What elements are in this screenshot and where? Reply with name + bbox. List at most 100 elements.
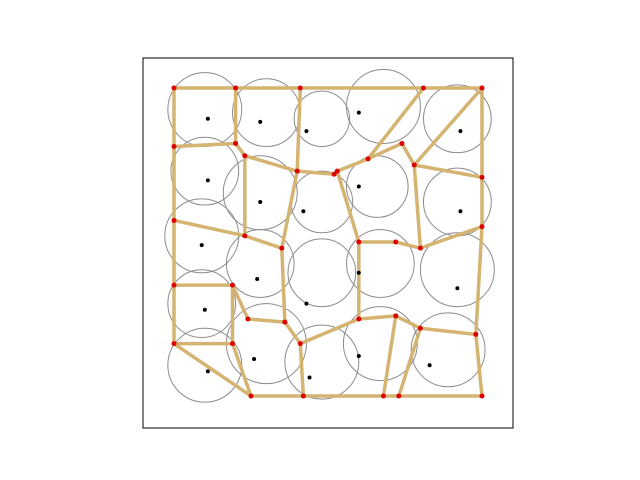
voronoi-edge bbox=[173, 141, 236, 149]
voronoi-vertex bbox=[411, 162, 417, 168]
site-point bbox=[258, 119, 263, 124]
voronoi-vertex bbox=[245, 316, 251, 322]
voronoi-edge bbox=[367, 141, 403, 161]
site-point bbox=[356, 110, 361, 115]
voronoi-edge bbox=[413, 163, 483, 180]
voronoi-edge bbox=[173, 218, 246, 238]
voronoi-vertex bbox=[297, 85, 303, 91]
voronoi-edge bbox=[394, 314, 422, 330]
site-point bbox=[301, 209, 306, 214]
voronoi-edge bbox=[412, 86, 484, 167]
site-point bbox=[304, 129, 309, 134]
site-point bbox=[356, 270, 361, 275]
voronoi-vertex bbox=[365, 156, 371, 162]
voronoi-vertex bbox=[282, 319, 288, 325]
circumcircle bbox=[225, 229, 295, 298]
voronoi-vertex bbox=[233, 85, 239, 91]
voronoi-edge bbox=[230, 284, 250, 320]
voronoi-vertex bbox=[356, 239, 362, 245]
voronoi-edge bbox=[474, 334, 484, 397]
circumcircle bbox=[167, 269, 237, 338]
voronoi-edge bbox=[230, 343, 253, 397]
circumcircle bbox=[345, 229, 415, 298]
circumcircle bbox=[284, 324, 360, 400]
voronoi-edge bbox=[358, 314, 396, 321]
voronoi-vertex bbox=[479, 85, 485, 91]
site-point bbox=[205, 116, 210, 121]
voronoi-vertex bbox=[233, 140, 239, 146]
voronoi-edge bbox=[280, 170, 299, 249]
site-point bbox=[307, 375, 312, 380]
voronoi-vertex bbox=[399, 140, 405, 146]
voronoi-edge bbox=[283, 321, 302, 345]
voronoi-edge bbox=[419, 224, 483, 250]
site-point bbox=[202, 307, 207, 312]
voronoi-edge bbox=[366, 86, 425, 160]
edges-layer bbox=[172, 86, 484, 398]
voronoi-vertex bbox=[297, 341, 303, 347]
voronoi-vertex bbox=[334, 168, 340, 174]
site-point bbox=[205, 369, 210, 374]
voronoi-vertex bbox=[242, 233, 248, 239]
voronoi-vertex bbox=[242, 153, 248, 159]
voronoi-edge bbox=[395, 240, 421, 250]
voronoi-vertex bbox=[230, 341, 236, 347]
site-point bbox=[255, 276, 260, 281]
voronoi-edge bbox=[297, 169, 335, 176]
site-point bbox=[205, 178, 210, 183]
voronoi-vertex bbox=[479, 174, 485, 180]
voronoi-edge bbox=[280, 248, 287, 323]
vertices-layer bbox=[171, 85, 485, 399]
voronoi-vertex bbox=[380, 393, 386, 399]
voronoi-edge bbox=[335, 170, 361, 243]
circumcircle bbox=[170, 136, 240, 206]
site-point bbox=[252, 357, 257, 362]
voronoi-vertex bbox=[171, 144, 177, 150]
voronoi-edge bbox=[336, 157, 369, 173]
circumcircle bbox=[410, 312, 486, 388]
voronoi-vertex bbox=[248, 393, 254, 399]
voronoi-vertex bbox=[473, 331, 479, 337]
site-point bbox=[356, 184, 361, 189]
voronoi-edge bbox=[244, 234, 283, 250]
voronoi-edge bbox=[299, 317, 360, 346]
voronoi-vertex bbox=[393, 239, 399, 245]
voronoi-edge bbox=[400, 142, 416, 166]
voronoi-vertex bbox=[300, 393, 306, 399]
voronoi-vertex bbox=[331, 171, 337, 177]
voronoi-edge bbox=[298, 343, 306, 397]
voronoi-edge bbox=[474, 226, 484, 335]
site-point bbox=[427, 363, 432, 368]
voronoi-vertex bbox=[417, 325, 423, 331]
circumcircle bbox=[419, 232, 495, 308]
site-point bbox=[304, 301, 309, 306]
voronoi-vertex bbox=[171, 85, 177, 91]
voronoi-vertex bbox=[279, 245, 285, 251]
site-point bbox=[356, 353, 361, 358]
circumcircle bbox=[422, 84, 492, 154]
voronoi-edge bbox=[397, 327, 423, 397]
voronoi-edge bbox=[244, 154, 298, 173]
site-point bbox=[458, 209, 463, 214]
voronoi-vertex bbox=[396, 393, 402, 399]
voronoi-vertex bbox=[230, 282, 236, 288]
site-point bbox=[258, 199, 263, 204]
voronoi-vertex bbox=[479, 224, 485, 230]
site-point bbox=[455, 286, 460, 291]
voronoi-vertex bbox=[420, 85, 426, 91]
voronoi-edge bbox=[420, 326, 477, 337]
circumcircle bbox=[287, 238, 357, 308]
site-point bbox=[458, 129, 463, 134]
voronoi-edge bbox=[234, 142, 247, 157]
voronoi-vertex bbox=[393, 313, 399, 319]
voronoi-edge bbox=[295, 87, 303, 172]
voronoi-edge bbox=[173, 342, 252, 398]
voronoi-edge bbox=[412, 164, 423, 249]
voronoi-edge bbox=[381, 315, 398, 397]
voronoi-edge bbox=[247, 317, 286, 324]
voronoi-vertex bbox=[479, 393, 485, 399]
voronoi-vertex bbox=[171, 282, 177, 288]
voronoi-vertex bbox=[356, 316, 362, 322]
voronoi-vertex bbox=[294, 168, 300, 174]
